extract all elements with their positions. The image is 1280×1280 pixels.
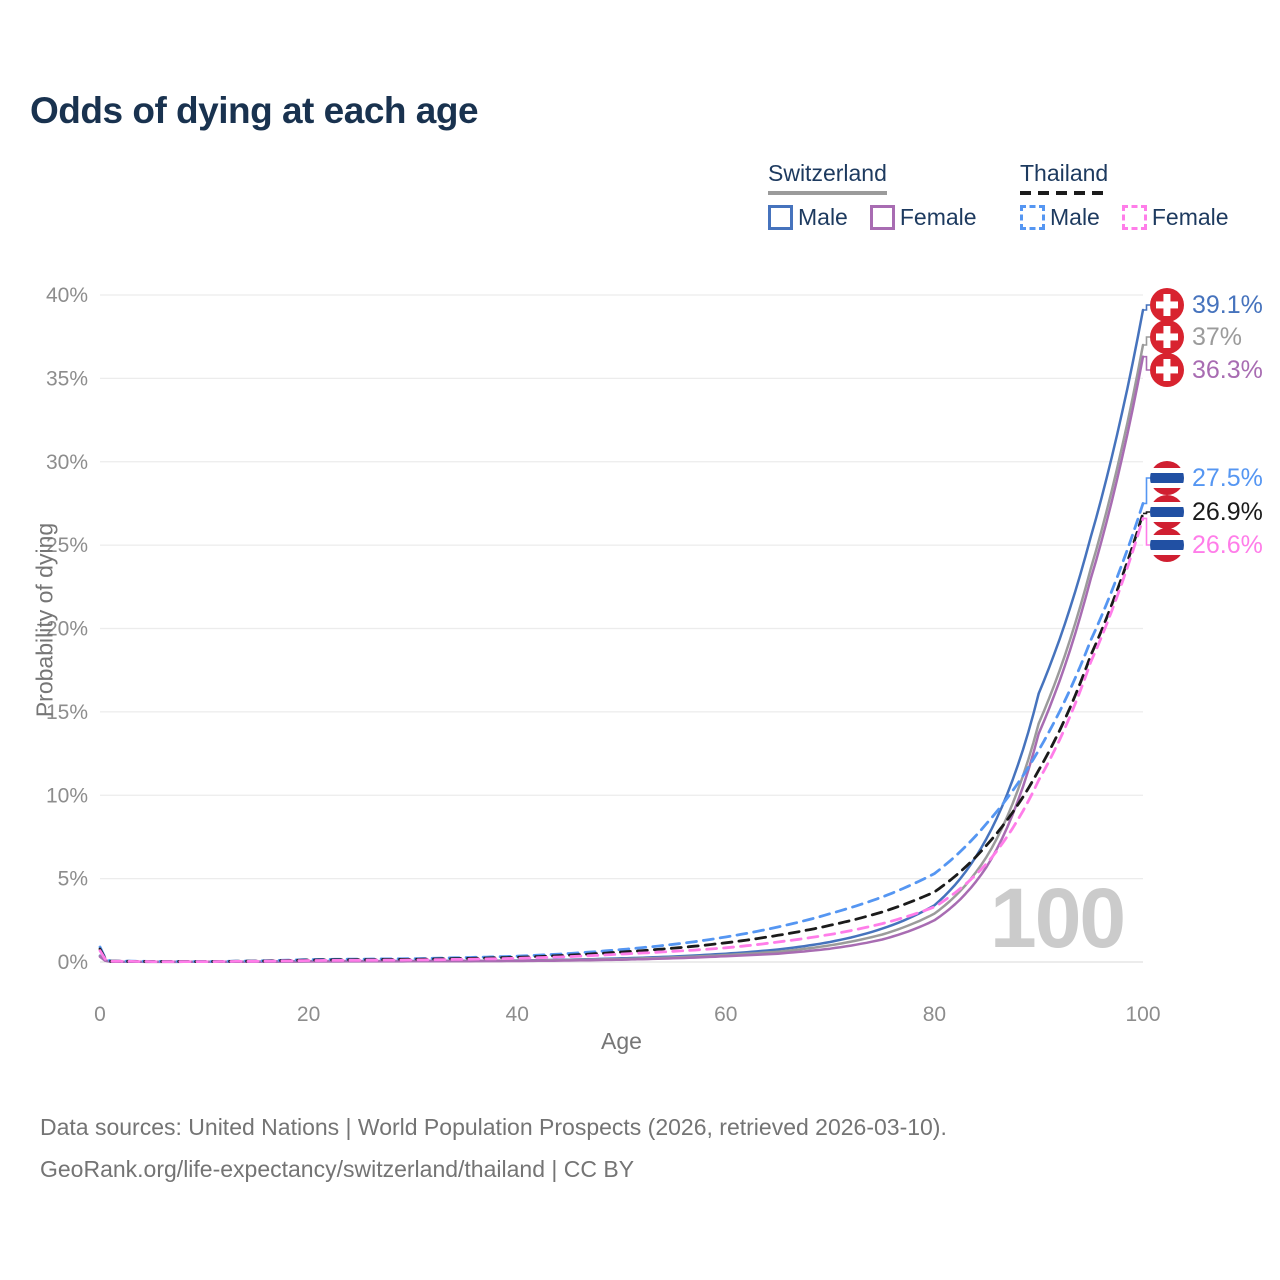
series-line-switzerland: [98, 343, 1145, 964]
legend-label-male: Male: [798, 204, 848, 230]
legend-country-thailand-label: Thailand: [1020, 160, 1109, 186]
legend-item-thailand-male[interactable]: Male: [1020, 204, 1100, 231]
flag-stripe: [1150, 535, 1184, 540]
flag-stripe: [1150, 550, 1184, 555]
swiss-cross-horizontal: [1156, 301, 1178, 309]
legend-item-thailand-female[interactable]: Female: [1121, 204, 1229, 231]
switzerland-flag-icon: [1150, 353, 1184, 387]
footer-data-sources: Data sources: United Nations | World Pop…: [40, 1114, 947, 1140]
y-tick-label: 35%: [46, 367, 88, 390]
flag-stripe: [1150, 487, 1184, 495]
y-tick-label: 25%: [46, 534, 88, 557]
legend-group-thailand: Thailand Male Female: [1020, 160, 1229, 231]
y-axis-title: Probability of dying: [31, 522, 58, 718]
flag-stripe: [1150, 502, 1184, 507]
flag-stripe: [1150, 521, 1184, 529]
legend-country-thailand[interactable]: Thailand: [1020, 160, 1109, 195]
switzerland-flag-icon: [1150, 320, 1184, 354]
flag-stripe: [1150, 461, 1184, 469]
flag-stripe: [1150, 495, 1184, 503]
switzerland-male-swatch-icon: [768, 205, 793, 230]
y-tick-label: 20%: [46, 618, 88, 641]
legend-label-female: Female: [899, 204, 977, 230]
y-tick-label: 30%: [46, 451, 88, 474]
legend-item-switzerland-male[interactable]: Male: [768, 204, 848, 231]
series-line-thailand-male: [98, 502, 1145, 963]
age-frame-watermark: 100: [990, 871, 1126, 965]
legend-country-switzerland[interactable]: Switzerland: [768, 160, 887, 195]
flag-stripe: [1150, 506, 1184, 518]
flag-stripe: [1150, 472, 1184, 484]
thailand-flag-icon: [1150, 495, 1184, 529]
legend-country-switzerland-label: Switzerland: [768, 160, 887, 186]
end-label-thailand-total: 26.9%: [1150, 495, 1263, 529]
legend-items-switzerland: Male Female: [768, 204, 977, 231]
switzerland-underline: [768, 191, 887, 195]
x-axis-title: Age: [601, 1028, 642, 1054]
x-tick-label: 0: [94, 1003, 106, 1026]
switzerland-female-swatch-icon: [869, 205, 895, 230]
y-tick-label: 15%: [46, 701, 88, 724]
y-tick-label: 10%: [46, 784, 88, 807]
end-value: 39.1%: [1192, 290, 1263, 319]
thailand-underline: [1020, 191, 1109, 195]
end-label-connector: [1143, 304, 1150, 311]
end-label-thailand-male: 27.5%: [1150, 461, 1263, 495]
end-label-connector: [1143, 511, 1150, 515]
end-label-thailand-female: 26.6%: [1150, 528, 1263, 562]
legend-items-thailand: Male Female: [1020, 204, 1229, 231]
page-title: Odds of dying at each age: [30, 90, 479, 131]
end-label-connector: [1143, 517, 1150, 546]
thailand-flag-icon: [1150, 461, 1184, 495]
footer-attribution: GeoRank.org/life-expectancy/switzerland/…: [40, 1156, 635, 1182]
flag-stripe: [1150, 483, 1184, 488]
y-tick-label: 40%: [46, 284, 88, 307]
end-value: 36.3%: [1192, 355, 1263, 384]
flag-stripe: [1150, 539, 1184, 551]
swiss-cross-horizontal: [1156, 333, 1178, 341]
thailand-female-swatch-icon: [1121, 205, 1147, 230]
y-tick-label: 0%: [58, 951, 88, 974]
series-line-thailand: [98, 512, 1145, 963]
end-label-switzerland-male: 39.1%: [1150, 288, 1263, 322]
swiss-cross-horizontal: [1156, 366, 1178, 374]
flag-stripe: [1150, 517, 1184, 522]
flag-stripe: [1150, 554, 1184, 562]
series-line-thailand-female: [98, 517, 1145, 963]
x-tick-label: 80: [923, 1003, 946, 1026]
flag-stripe: [1150, 528, 1184, 536]
legend-group-switzerland: Switzerland Male Female: [768, 160, 977, 231]
end-label-connector: [1143, 355, 1150, 371]
end-label-switzerland-female: 36.3%: [1150, 353, 1263, 387]
x-tick-label: 20: [297, 1003, 320, 1026]
end-value: 37%: [1192, 322, 1243, 351]
legend-label-male: Male: [1050, 204, 1100, 230]
x-tick-label: 100: [1125, 1003, 1160, 1026]
footer: Data sources: United Nations | World Pop…: [40, 1106, 947, 1190]
series-line-switzerland-female: [98, 355, 1145, 964]
legend-label-female: Female: [1151, 204, 1229, 230]
end-label-switzerland-total: 37%: [1150, 320, 1242, 354]
x-tick-label: 40: [506, 1003, 529, 1026]
end-label-connector: [1143, 336, 1150, 346]
end-value: 26.6%: [1192, 530, 1263, 559]
thailand-male-swatch-icon: [1020, 205, 1045, 230]
x-tick-label: 60: [714, 1003, 737, 1026]
flag-stripe: [1150, 468, 1184, 473]
thailand-flag-icon: [1150, 528, 1184, 562]
switzerland-flag-icon: [1150, 288, 1184, 322]
legend-item-switzerland-female[interactable]: Female: [869, 204, 977, 231]
end-value: 26.9%: [1192, 497, 1263, 526]
end-value: 27.5%: [1192, 463, 1263, 492]
y-tick-label: 5%: [58, 868, 88, 891]
end-label-connector: [1143, 477, 1150, 505]
